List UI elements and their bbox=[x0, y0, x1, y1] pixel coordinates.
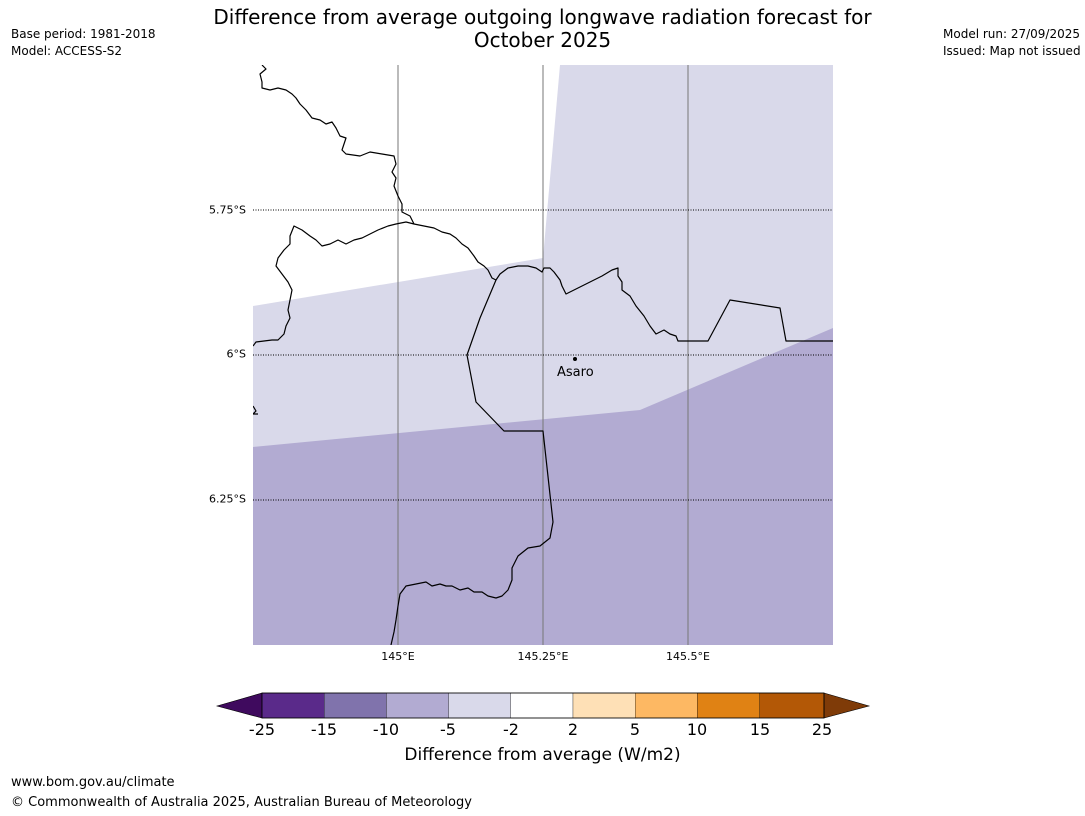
colorbar-tick: -10 bbox=[372, 720, 400, 739]
colorbar-tick: 5 bbox=[629, 720, 641, 739]
border-west-fragment bbox=[253, 405, 258, 415]
meta-left: Base period: 1981-2018 Model: ACCESS-S2 bbox=[11, 26, 156, 60]
lat-label: 5.75°S bbox=[209, 203, 246, 217]
colorbar-label: Difference from average (W/m2) bbox=[404, 745, 681, 765]
colorbar-segment bbox=[697, 692, 760, 719]
colorbar-tick: 10 bbox=[686, 720, 708, 739]
colorbar-segment bbox=[448, 692, 511, 719]
colorbar-segment bbox=[261, 692, 325, 719]
colorbar-segment bbox=[324, 692, 387, 719]
meta-right: Model run: 27/09/2025 Issued: Map not is… bbox=[943, 26, 1081, 60]
border-northwest bbox=[253, 65, 415, 347]
footer-link[interactable]: www.bom.gov.au/climate bbox=[11, 775, 175, 790]
title-line-2: October 2025 bbox=[473, 28, 612, 52]
colorbar-tick: -15 bbox=[310, 720, 338, 739]
colorbar bbox=[215, 692, 871, 719]
border-central bbox=[413, 223, 833, 342]
colorbar-segment bbox=[386, 692, 449, 719]
colorbar-segment bbox=[510, 692, 574, 719]
colorbar-extend-low bbox=[215, 692, 263, 719]
lon-label: 145.25°E bbox=[517, 650, 569, 663]
colorbar-segment bbox=[759, 692, 825, 719]
colorbar-tick: 15 bbox=[749, 720, 771, 739]
colorbar-segment bbox=[572, 692, 636, 719]
place-label-asaro: Asaro bbox=[557, 365, 594, 380]
map-area bbox=[253, 65, 833, 645]
colorbar-tick: -25 bbox=[248, 720, 276, 739]
asaro-marker[interactable] bbox=[573, 357, 577, 361]
colorbar-tick: 25 bbox=[811, 720, 833, 739]
model-run: Model run: 27/09/2025 bbox=[943, 27, 1081, 41]
lat-label: 6.25°S bbox=[209, 492, 246, 506]
colorbar-tick: 2 bbox=[567, 720, 579, 739]
title-line-1: Difference from average outgoing longwav… bbox=[213, 5, 872, 29]
colorbar-segment bbox=[635, 692, 698, 719]
map-title: Difference from average outgoing longwav… bbox=[0, 6, 1085, 52]
colorbar-tick: -2 bbox=[503, 720, 519, 739]
lat-label: 6°S bbox=[226, 347, 246, 361]
footer-copyright: © Commonwealth of Australia 2025, Austra… bbox=[11, 795, 472, 810]
lon-label: 145°E bbox=[381, 650, 415, 663]
issued-status: Issued: Map not issued bbox=[943, 44, 1081, 58]
model-name: Model: ACCESS-S2 bbox=[11, 44, 123, 58]
base-period: Base period: 1981-2018 bbox=[11, 27, 156, 41]
borders bbox=[253, 65, 833, 645]
lon-label: 145.5°E bbox=[666, 650, 710, 663]
colorbar-extend-high bbox=[823, 692, 871, 719]
colorbar-tick: -5 bbox=[440, 720, 456, 739]
border-south bbox=[390, 279, 554, 645]
colorbar-outline bbox=[261, 692, 825, 719]
